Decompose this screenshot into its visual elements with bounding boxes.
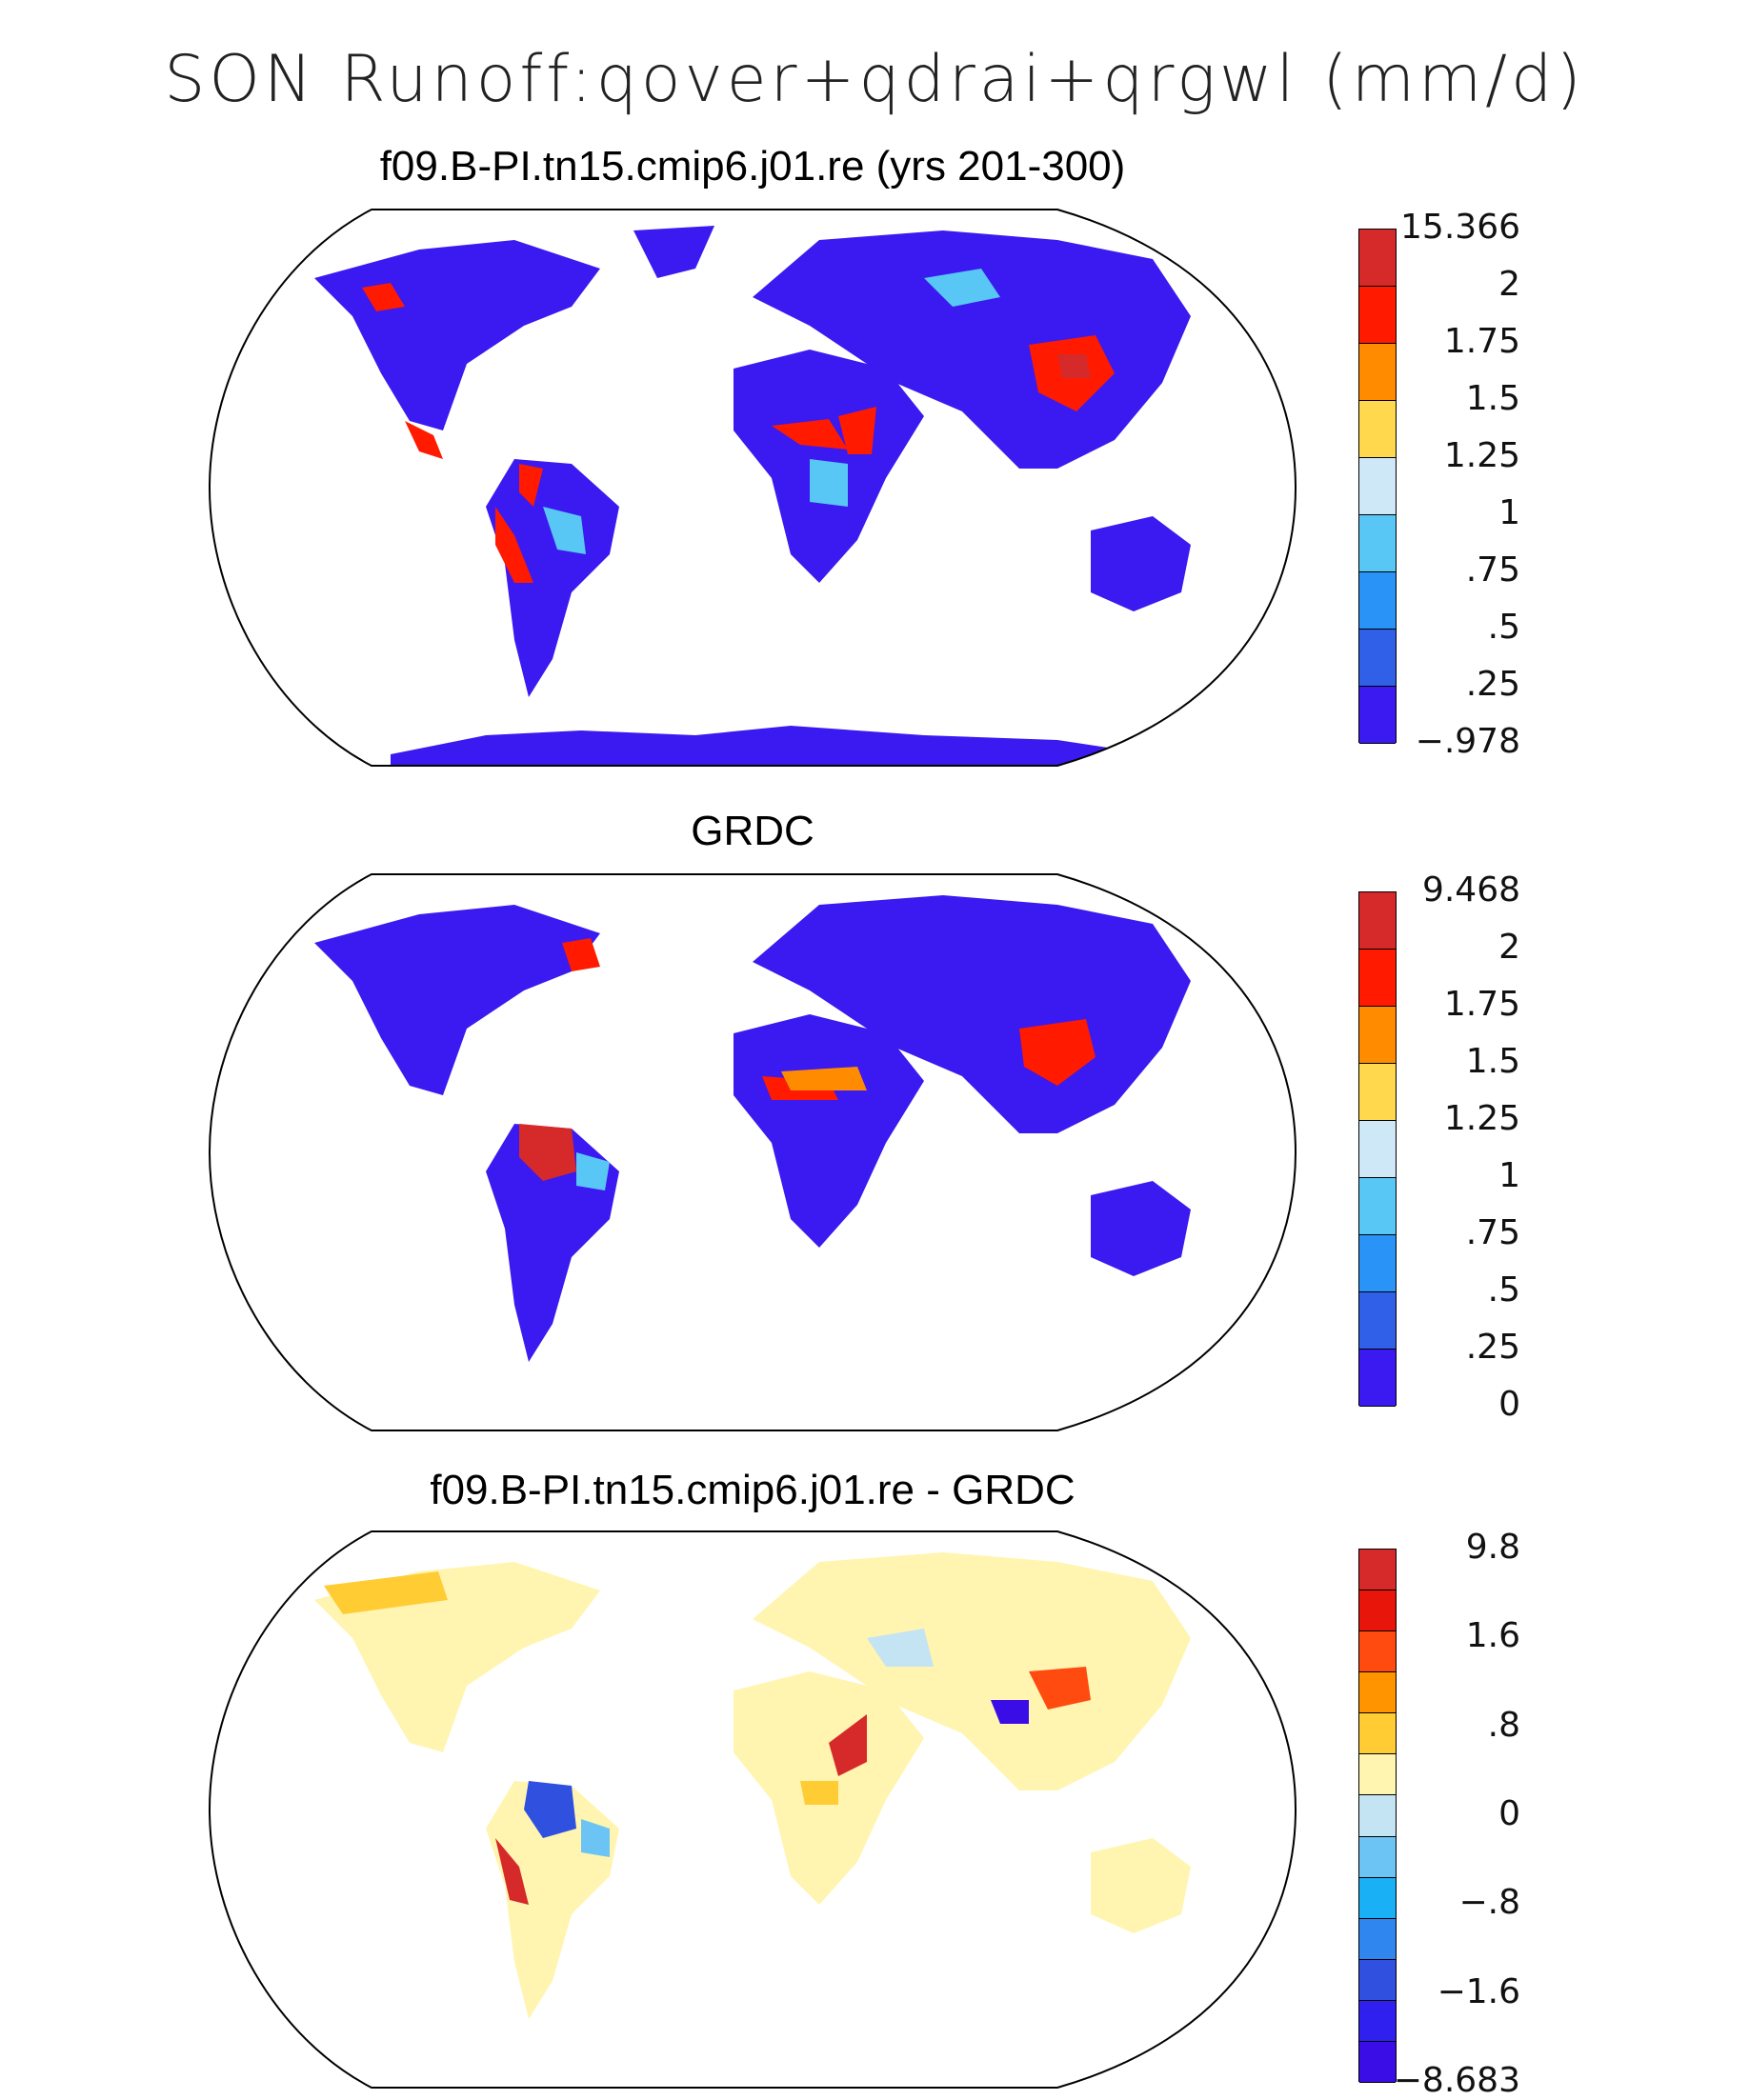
colorbar-swatch [1359,458,1396,515]
panel-1-title: f09.B-PI.tn15.cmip6.j01.re (yrs 201-300) [379,143,1126,190]
panel-2-title: GRDC [691,808,814,854]
colorbar-panel-1: 15.366 2 1.75 1.5 1.25 1.75.5.25 −.978 [1358,208,1520,761]
colorbar-swatch [1359,1754,1396,1796]
colorbar-swatch [1359,515,1396,572]
colorbar-swatch [1359,287,1396,344]
map-panel-2 [208,873,1297,1431]
colorbar-swatch [1359,572,1396,630]
colorbar-tick-label: 1.5 [1465,379,1520,418]
colorbar-tick-label: 9.8 [1465,1528,1520,1567]
colorbar-swatch [1359,1292,1396,1350]
colorbar-swatch [1359,344,1396,401]
colorbar-tick-label: .5 [1487,608,1520,647]
colorbar-panel-2: 9.468 2 1.75 1.5 1.25 1.75.5.25 0 [1358,870,1520,1424]
colorbar-swatch [1359,401,1396,458]
colorbar-swatch [1359,1064,1396,1121]
colorbar-swatch [1359,1672,1396,1714]
colorbar-swatch [1359,1795,1396,1837]
colorbar-tick-label: 9.468 [1421,870,1520,910]
figure-title: SON Runoff:qover+qdrai+qrgwl (mm/d) [164,42,1585,117]
colorbar-swatch [1359,950,1396,1007]
colorbar-swatch [1359,1590,1396,1632]
colorbar-swatch [1359,2041,1396,2083]
colorbar-tick-label: .75 [1465,1213,1520,1252]
colorbar-tick-label: .25 [1465,665,1520,704]
colorbar-tick-label: 1.6 [1465,1616,1520,1656]
colorbar-tick-label: 2 [1498,265,1520,304]
colorbar-swatch [1359,1713,1396,1755]
colorbar-tick-label: −8.683 [1393,2061,1520,2100]
colorbar-swatch [1359,1007,1396,1064]
colorbar-tick-label: 0 [1498,1385,1520,1424]
colorbar-swatch [1359,1235,1396,1292]
map-panel-3 [208,1530,1297,2089]
colorbar-swatch [1359,1631,1396,1673]
colorbar-tick-label: .8 [1487,1705,1520,1745]
colorbar-tick-label: −.8 [1458,1883,1520,1923]
colorbar-panel-3: 9.8 1.6 .8 0 −.8 −1.6 −8.683 [1358,1528,1520,2100]
colorbar-swatch [1359,1959,1396,2001]
colorbar-swatch [1359,1178,1396,1235]
colorbar-swatch [1359,230,1396,287]
colorbar-panel-3-swatches [1358,1549,1397,2083]
colorbar-swatch [1359,1350,1396,1407]
colorbar-tick-label: 1.25 [1443,436,1520,475]
colorbar-tick-label: 0 [1498,1794,1520,1833]
colorbar-tick-label: .25 [1465,1328,1520,1367]
colorbar-tick-label: .5 [1487,1270,1520,1310]
colorbar-swatch [1359,1550,1396,1591]
colorbar-tick-label: 1.75 [1443,985,1520,1024]
colorbar-tick-label: 15.366 [1400,208,1520,247]
colorbar-tick-label: −.978 [1415,722,1520,761]
colorbar-swatch [1359,630,1396,687]
colorbar-tick-label: 1.5 [1465,1042,1520,1081]
colorbar-swatch [1359,1877,1396,1919]
colorbar-tick-label: −1.6 [1437,1971,1520,2011]
colorbar-tick-label: 1 [1498,493,1520,532]
colorbar-swatch [1359,1836,1396,1878]
colorbar-panel-1-swatches [1358,229,1397,744]
colorbar-tick-label: .75 [1465,550,1520,590]
map-panel-1 [208,209,1297,767]
colorbar-tick-label: 1.25 [1443,1099,1520,1138]
colorbar-swatch [1359,2000,1396,2042]
colorbar-tick-label: 2 [1498,928,1520,967]
panel-3-title: f09.B-PI.tn15.cmip6.j01.re - GRDC [430,1467,1076,1513]
colorbar-tick-label: 1.75 [1443,322,1520,361]
colorbar-swatch [1359,687,1396,744]
colorbar-panel-2-swatches [1358,891,1397,1407]
colorbar-swatch [1359,1121,1396,1178]
colorbar-swatch [1359,892,1396,950]
colorbar-tick-label: 1 [1498,1156,1520,1195]
colorbar-swatch [1359,1918,1396,1960]
